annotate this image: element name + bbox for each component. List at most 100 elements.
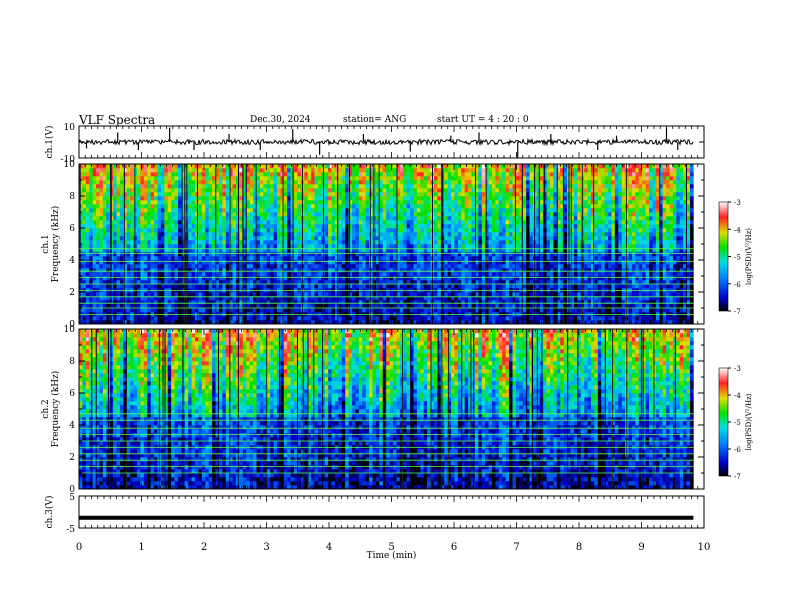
spectrogram-cell (474, 240, 479, 245)
spectrogram-cell (358, 232, 363, 237)
spectrogram-cell (447, 236, 452, 241)
spectrogram-cell (147, 316, 151, 321)
spectrogram-cell (82, 276, 87, 281)
spectrogram-cell (427, 228, 431, 233)
spectrogram-cell (171, 292, 175, 297)
spectrogram-cell (604, 280, 609, 285)
spectrogram-cell (597, 316, 602, 321)
spectrogram-cell (635, 228, 640, 233)
spectrogram-cell (297, 264, 302, 269)
spectrogram-cell (143, 308, 148, 313)
spectrogram-cell (232, 308, 237, 313)
spectrogram-cell (560, 300, 564, 305)
spectrogram-cell (563, 224, 568, 229)
spectrogram-cell (410, 224, 414, 229)
spectrogram-cell (526, 224, 530, 229)
spectrogram-cell (495, 296, 500, 301)
spectrogram-cell (628, 228, 633, 233)
spectrogram-cell (334, 236, 339, 241)
spectrogram-cell (621, 252, 626, 257)
spectrogram-cell (621, 256, 626, 261)
spectrogram-cell (686, 264, 691, 269)
spectrogram-cell (177, 304, 182, 309)
spectrogram-cell (539, 232, 544, 237)
spectrogram-cell (174, 272, 179, 277)
spectrogram-cell (573, 248, 578, 253)
spectrogram-cell (160, 276, 165, 281)
spectrogram-cell (358, 216, 363, 221)
spectrogram-cell (437, 216, 442, 221)
spectrogram-cell (550, 220, 554, 225)
spectrogram-cell (191, 316, 196, 321)
spectrogram-cell (393, 292, 397, 297)
spectrogram-cell (273, 272, 278, 277)
spectrogram-cell (509, 224, 513, 229)
spectrogram-cell (297, 304, 302, 309)
spectrogram-cell (119, 252, 124, 257)
spectrogram-cell (345, 216, 349, 221)
spectrogram-cell (642, 216, 646, 221)
spectrogram-cell (389, 240, 394, 245)
spectrogram-cell (437, 296, 442, 301)
spectrogram-cell (393, 280, 397, 285)
spectrogram-cell (242, 252, 247, 257)
spectrogram-cell (317, 252, 322, 257)
spectrogram-cell (679, 268, 684, 273)
spectrogram-cell (191, 284, 196, 289)
spectrogram-cell (427, 248, 431, 253)
spectrogram-cell (113, 272, 117, 277)
spectrogram-cell (393, 264, 397, 269)
spectrogram-cell (365, 320, 370, 325)
spectrogram-cell (621, 232, 626, 237)
spectrogram-cell (358, 304, 363, 309)
spectrogram-cell (352, 316, 356, 321)
spectrogram-cell (573, 280, 578, 285)
spectrogram-cell (478, 296, 483, 301)
spectrogram-cell (167, 308, 172, 313)
spectrogram-cell (249, 264, 254, 269)
spectrogram-cell (133, 252, 138, 257)
spectrogram-cell (314, 248, 319, 253)
spectrogram-cell (601, 216, 605, 221)
spectrogram-cell (604, 296, 609, 301)
spectrogram-cell (649, 248, 653, 253)
spectrogram-cell (584, 236, 588, 241)
spectrogram-cell (150, 284, 155, 289)
spectrogram-cell (628, 268, 633, 273)
spectrogram-cell (215, 320, 220, 325)
spectrogram-cell (191, 224, 196, 229)
spectrogram-cell (201, 296, 206, 301)
spectrogram-cell (143, 232, 148, 237)
spectrogram-cell (222, 228, 227, 233)
spectrogram-cell (526, 304, 530, 309)
spectrogram-cell (188, 256, 192, 261)
spectrogram-cell (119, 264, 124, 269)
spectrogram-cell (560, 320, 564, 325)
spectrogram-cell (92, 256, 97, 261)
spectrogram-cell (416, 276, 421, 281)
spectrogram-cell (198, 276, 203, 281)
spectrogram-cell (256, 304, 261, 309)
spectrogram-cell (543, 220, 547, 225)
spectrogram-cell (631, 284, 636, 289)
spectrogram-cell (150, 212, 155, 217)
spectrogram-cell (324, 260, 329, 265)
spectrogram-cell (236, 256, 240, 261)
spectrogram-cell (669, 264, 674, 269)
spectrogram-cell (92, 224, 97, 229)
spectrogram-cell (236, 320, 240, 325)
spectrogram-cell (652, 252, 657, 257)
spectrogram-cell (82, 284, 87, 289)
spectrogram-cell (140, 256, 145, 261)
spectrogram-cell (147, 268, 151, 273)
spectrogram-cell (164, 236, 169, 241)
spectrogram-cell (85, 260, 90, 265)
spectrogram-cell (157, 220, 162, 225)
spectrogram-cell (143, 236, 148, 241)
spectrogram-cell (249, 284, 254, 289)
spectrogram-cell (474, 268, 479, 273)
spectrogram-cell (488, 276, 493, 281)
spectrogram-cell (577, 268, 582, 273)
spectrogram-cell (515, 252, 520, 257)
spectrogram-cell (263, 260, 268, 265)
